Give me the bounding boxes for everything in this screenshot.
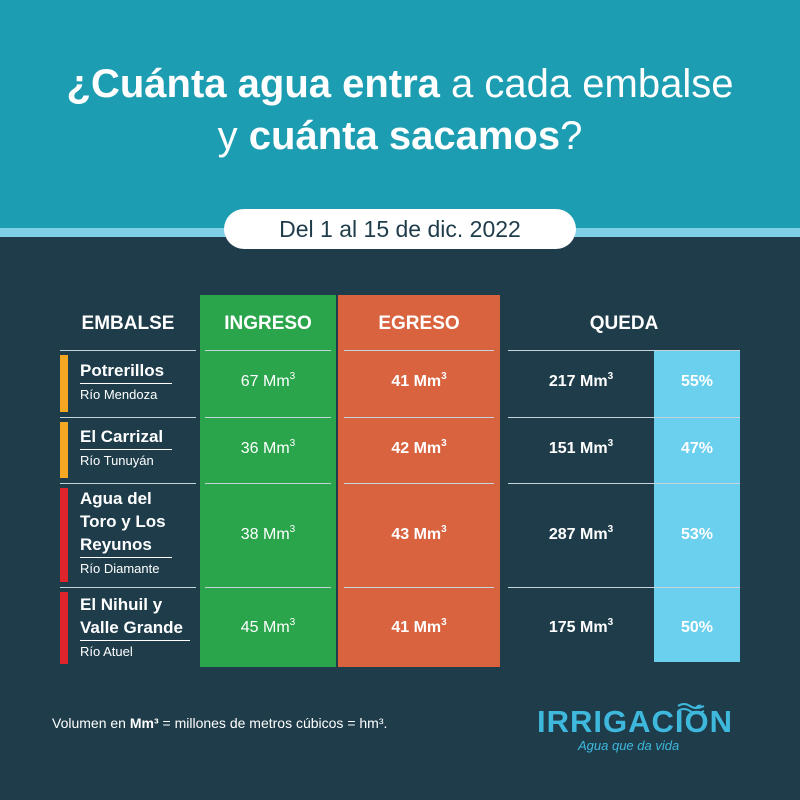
row-divider — [344, 350, 494, 351]
row-divider — [205, 587, 331, 588]
ingreso-value: 45 Mm3 — [240, 617, 296, 636]
brand-logo: IRRIGACIÓN — [537, 704, 733, 739]
header-embalse: EMBALSE — [81, 313, 175, 334]
percent-column — [654, 350, 740, 662]
header-queda: QUEDA — [589, 313, 659, 334]
date-range-badge: Del 1 al 15 de dic. 2022 — [224, 209, 576, 249]
ingreso-value: 38 Mm3 — [240, 524, 296, 543]
footnote: Volumen en Mm³ = millones de metros cúbi… — [52, 715, 388, 731]
river-name: Río Mendoza — [80, 387, 158, 402]
row-divider — [344, 483, 494, 484]
row-divider — [205, 417, 331, 418]
queda-percent: 55% — [680, 373, 714, 390]
water-wave-icon — [677, 703, 705, 714]
egreso-value: 43 Mm3 — [391, 524, 447, 543]
queda-percent: 50% — [680, 619, 714, 636]
header-ingreso: INGRESO — [224, 313, 312, 334]
queda-percent: 47% — [680, 440, 714, 457]
page-title: ¿Cuánta agua entra a cada embalse y cuán… — [66, 62, 734, 158]
brand-tagline: Agua que da vida — [578, 738, 680, 753]
reservoir-name: El Nihuil y Valle Grande — [80, 595, 183, 637]
row-divider — [60, 587, 196, 588]
row-divider — [508, 587, 740, 588]
reservoir-name: El Carrizal — [80, 427, 164, 446]
row-divider — [60, 483, 196, 484]
queda-value: 217 Mm3 — [548, 371, 614, 390]
egreso-value: 41 Mm3 — [391, 617, 447, 636]
name-underline — [80, 449, 172, 450]
reservoir-name: Potrerillos — [80, 361, 165, 380]
row-divider — [205, 483, 331, 484]
river-name: Río Diamante — [80, 561, 160, 576]
row-color-bar — [60, 592, 68, 664]
row-divider — [205, 350, 331, 351]
queda-percent: 53% — [680, 526, 714, 543]
row-color-bar — [60, 488, 68, 582]
row-color-bar — [60, 422, 68, 478]
queda-value: 151 Mm3 — [548, 438, 614, 457]
ingreso-value: 67 Mm3 — [240, 371, 296, 390]
queda-value: 287 Mm3 — [548, 524, 614, 543]
egreso-value: 41 Mm3 — [391, 371, 447, 390]
queda-value: 175 Mm3 — [548, 617, 614, 636]
name-underline — [80, 557, 172, 558]
name-underline — [80, 640, 190, 641]
row-divider — [508, 350, 740, 351]
reservoir-name: Agua del Toro y Los Reyunos — [80, 489, 166, 554]
row-color-bar — [60, 355, 68, 412]
row-divider — [344, 587, 494, 588]
header-egreso: EGRESO — [378, 313, 460, 334]
ingreso-column — [200, 295, 336, 667]
egreso-column — [338, 295, 500, 667]
row-divider — [60, 350, 196, 351]
river-name: Río Atuel — [80, 644, 133, 659]
header-banner — [0, 0, 800, 228]
row-divider — [60, 417, 196, 418]
name-underline — [80, 383, 172, 384]
ingreso-value: 36 Mm3 — [240, 438, 296, 457]
row-divider — [344, 417, 494, 418]
river-name: Río Tunuyán — [80, 453, 154, 468]
row-divider — [508, 417, 740, 418]
row-divider — [508, 483, 740, 484]
egreso-value: 42 Mm3 — [391, 438, 447, 457]
